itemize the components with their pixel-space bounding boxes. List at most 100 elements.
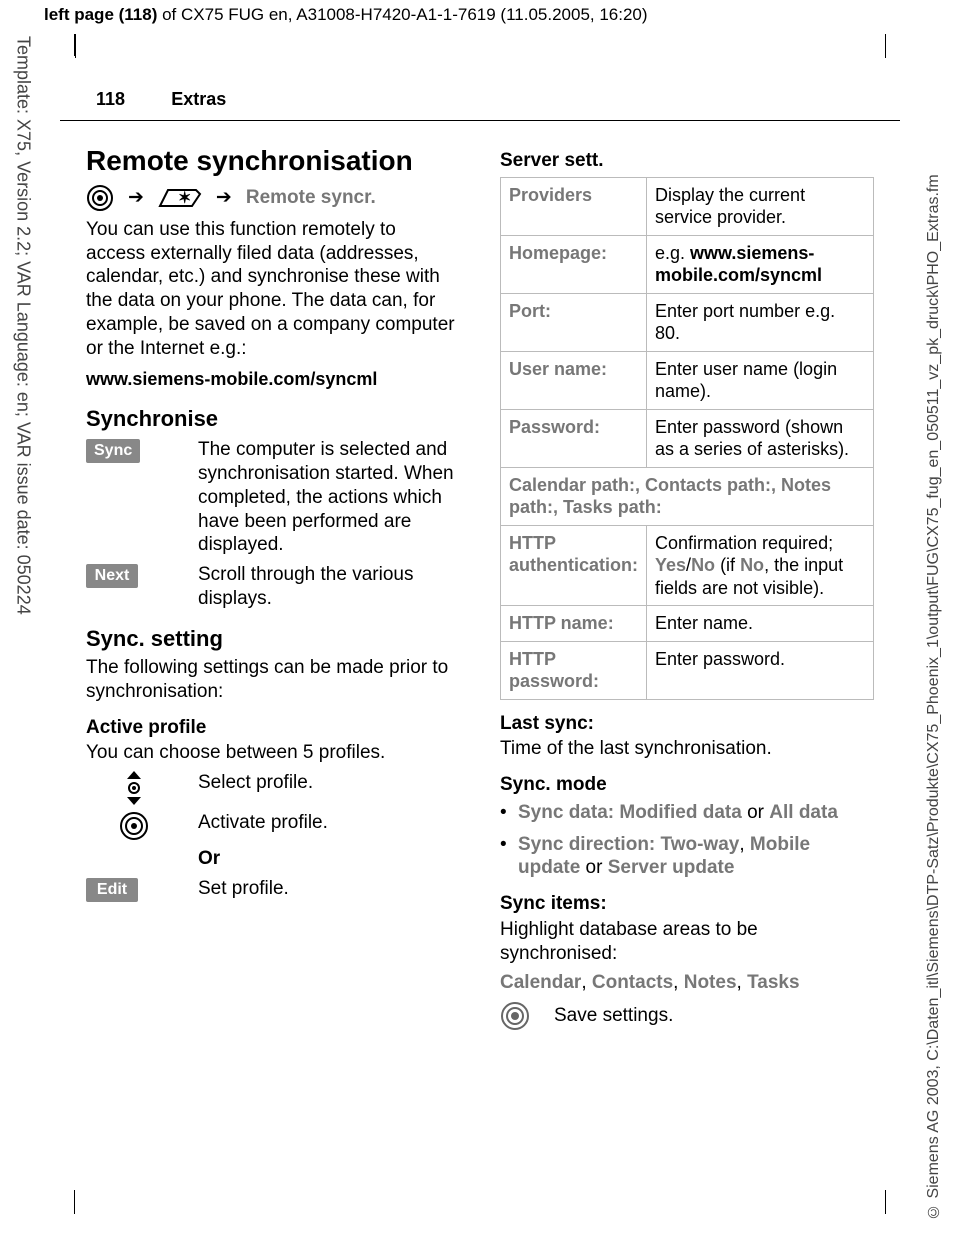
svg-text:✶: ✶	[178, 190, 191, 207]
list-item: Sync direction: Two-way, Mobile update o…	[500, 833, 874, 881]
mode2-c: Server update	[608, 857, 735, 878]
page: 118 Extras Remote synchronisation ➔ ✶ ➔ …	[60, 32, 900, 1192]
example-url: www.siemens-mobile.com/syncml	[86, 368, 460, 391]
mode2-a: Sync direction: Two-way	[518, 834, 739, 855]
sync-items-text: Highlight database areas to be synchroni…	[500, 918, 874, 966]
auth-t2: (if	[715, 555, 740, 575]
list-item: Sync data: Modified data or All data	[500, 801, 874, 825]
table-row: Port: Enter port number e.g. 80.	[501, 293, 874, 351]
item-not: Notes	[684, 972, 737, 993]
star-folder-icon: ✶	[158, 184, 202, 212]
providers-key: Providers	[501, 177, 647, 235]
item-cal: Calendar	[500, 972, 581, 993]
center-key-icon	[119, 811, 149, 841]
sync-items-heading: Sync items:	[500, 892, 874, 916]
last-sync-heading: Last sync:	[500, 712, 874, 736]
crop-mark	[74, 1192, 96, 1214]
http-pass-key: HTTP password:	[501, 641, 647, 699]
sync-row: Sync The computer is selected and synchr…	[86, 438, 460, 557]
auth-no: No	[691, 555, 715, 575]
homepage-key: Homepage:	[501, 235, 647, 293]
nav-path: ➔ ✶ ➔ Remote syncr.	[86, 184, 460, 212]
or-text: Or	[198, 847, 460, 871]
port-val: Enter port number e.g. 80.	[647, 293, 874, 351]
auth-yes: Yes	[655, 555, 686, 575]
sync-mode-list: Sync data: Modified data or All data Syn…	[500, 801, 874, 880]
http-auth-val: Confirmation required; Yes/No (if No, th…	[647, 525, 874, 606]
right-column: Server sett. Providers Display the curre…	[500, 131, 874, 1031]
top-header: left page (118) of CX75 FUG en, A31008-H…	[44, 4, 648, 25]
server-settings-table: Providers Display the current service pr…	[500, 177, 874, 700]
table-row: HTTP name: Enter name.	[501, 606, 874, 642]
table-row: Homepage: e.g. www.siemens-mobile.com/sy…	[501, 235, 874, 293]
http-auth-key: HTTP authentication:	[501, 525, 647, 606]
arrow-icon: ➔	[216, 186, 232, 210]
edit-row: Edit Set profile.	[86, 877, 460, 902]
next-desc: Scroll through the various displays.	[198, 563, 460, 611]
username-val: Enter user name (login name).	[647, 351, 874, 409]
http-name-key: HTTP name:	[501, 606, 647, 642]
setting-intro: The following settings can be made prior…	[86, 656, 460, 704]
save-row: Save settings.	[500, 1001, 874, 1031]
next-softkey: Next	[86, 564, 138, 588]
section-title: Extras	[171, 89, 226, 109]
sync-setting-heading: Sync. setting	[86, 625, 460, 653]
activate-profile-text: Activate profile.	[198, 811, 460, 841]
providers-val: Display the current service provider.	[647, 177, 874, 235]
last-sync-text: Time of the last synchronisation.	[500, 737, 874, 761]
next-row: Next Scroll through the various displays…	[86, 563, 460, 611]
mode2-c1: ,	[739, 834, 750, 855]
edit-softkey: Edit	[86, 878, 138, 902]
top-header-bold: left page (118)	[44, 5, 157, 24]
mode1-a: Sync data: Modified data	[518, 802, 742, 823]
profile-intro: You can choose between 5 profiles.	[86, 741, 460, 765]
homepage-val: e.g. www.siemens-mobile.com/syncml	[647, 235, 874, 293]
or-row: Or	[86, 847, 460, 871]
table-row: User name: Enter user name (login name).	[501, 351, 874, 409]
top-header-rest: of CX75 FUG en, A31008-H7420-A1-1-7619 (…	[157, 5, 647, 24]
server-sett-heading: Server sett.	[500, 149, 874, 173]
mode1-b: All data	[769, 802, 838, 823]
crop-mark	[864, 1192, 886, 1214]
activate-profile-row: Activate profile.	[86, 811, 460, 841]
nav-label: Remote syncr.	[246, 186, 376, 210]
http-name-val: Enter name.	[647, 606, 874, 642]
table-row: HTTP password: Enter password.	[501, 641, 874, 699]
sync-items-list: Calendar, Contacts, Notes, Tasks	[500, 971, 874, 995]
table-row: Password: Enter password (shown as a ser…	[501, 409, 874, 467]
columns: Remote synchronisation ➔ ✶ ➔ Remote sync…	[60, 121, 900, 1031]
left-margin-text: Template: X75, Version 2.2; VAR Language…	[12, 36, 35, 676]
intro-text: You can use this function remotely to ac…	[86, 218, 460, 361]
username-key: User name:	[501, 351, 647, 409]
table-row: Calendar path:, Contacts path:, Notes pa…	[501, 467, 874, 525]
table-row: Providers Display the current service pr…	[501, 177, 874, 235]
mode2-or: or	[580, 857, 607, 878]
sync-desc: The computer is selected and synchronisa…	[198, 438, 460, 557]
page-header: 118 Extras	[60, 32, 900, 121]
page-number: 118	[96, 88, 166, 111]
set-profile-text: Set profile.	[198, 877, 460, 902]
select-profile-text: Select profile.	[198, 771, 460, 805]
active-profile-heading: Active profile	[86, 716, 460, 740]
main-title: Remote synchronisation	[86, 143, 460, 178]
left-column: Remote synchronisation ➔ ✶ ➔ Remote sync…	[86, 131, 460, 1031]
port-key: Port:	[501, 293, 647, 351]
center-key-icon	[86, 184, 114, 212]
synchronise-heading: Synchronise	[86, 405, 460, 433]
paths-row: Calendar path:, Contacts path:, Notes pa…	[501, 467, 874, 525]
password-val: Enter password (shown as a series of ast…	[647, 409, 874, 467]
password-key: Password:	[501, 409, 647, 467]
updown-key-icon	[121, 771, 147, 805]
save-settings-text: Save settings.	[554, 1004, 673, 1028]
item-tas: Tasks	[747, 972, 799, 993]
auth-t1: Confirmation required;	[655, 533, 833, 553]
item-con: Contacts	[592, 972, 673, 993]
center-key-icon	[500, 1001, 530, 1031]
sync-mode-heading: Sync. mode	[500, 773, 874, 797]
homepage-prefix: e.g.	[655, 243, 690, 263]
select-profile-row: Select profile.	[86, 771, 460, 805]
arrow-icon: ➔	[128, 186, 144, 210]
auth-no2: No	[740, 555, 764, 575]
sync-softkey: Sync	[86, 439, 140, 463]
http-pass-val: Enter password.	[647, 641, 874, 699]
